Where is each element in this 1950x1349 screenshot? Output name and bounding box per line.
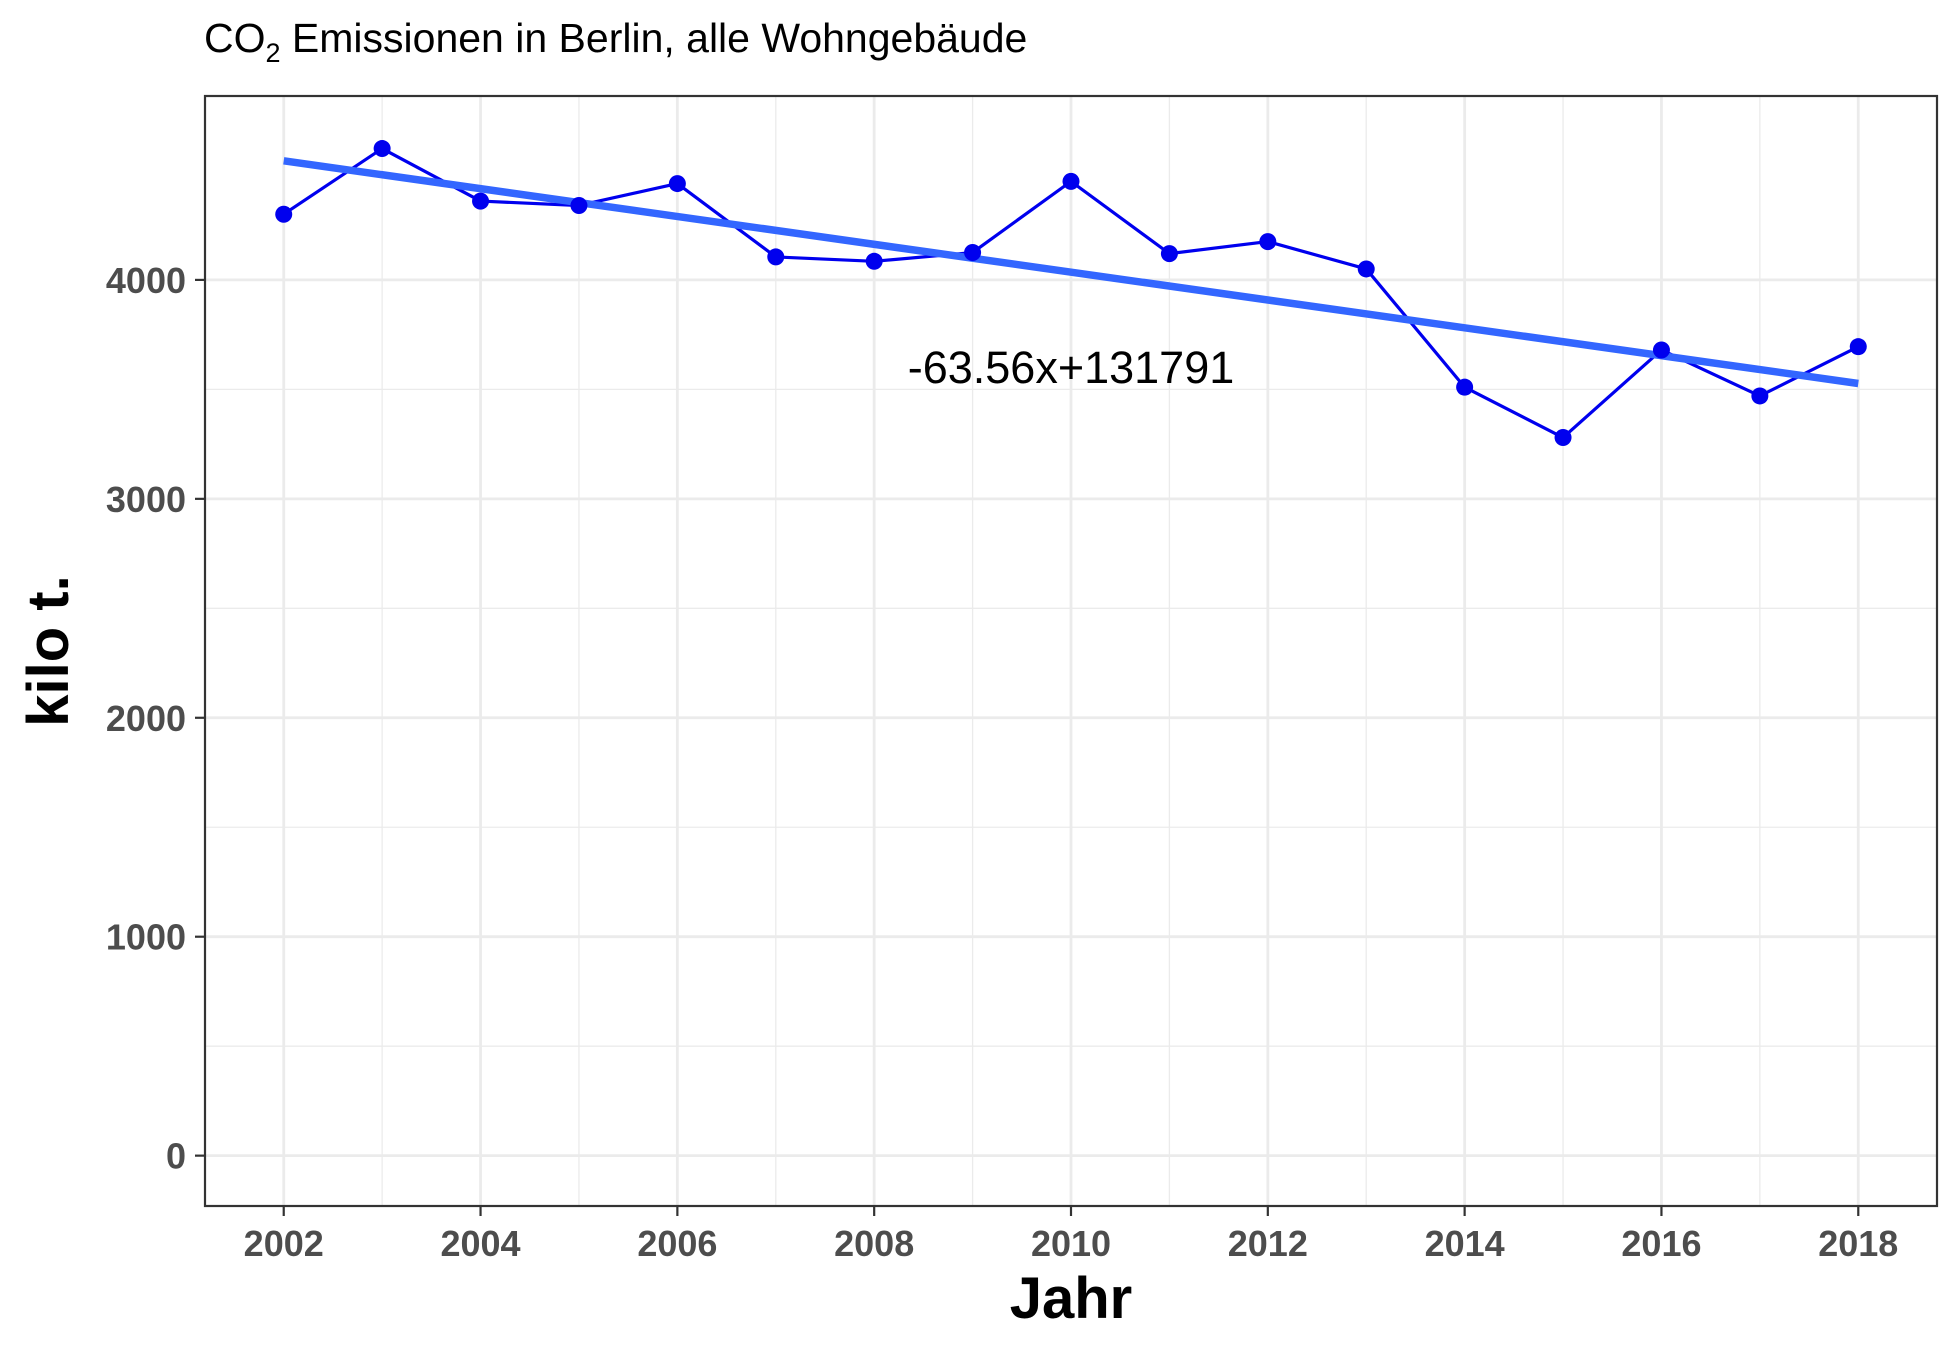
data-point [767,248,785,266]
y-tick-label: 1000 [106,917,186,958]
data-point [1849,338,1867,356]
chart-title: CO2 Emissionen in Berlin, alle Wohngebäu… [204,15,1027,68]
grid-major [205,96,1937,1206]
data-point [1652,341,1670,359]
points-layer [275,140,1867,447]
chart-title-subscript: 2 [266,38,281,68]
data-point [472,192,490,210]
data-point [1554,429,1572,447]
data-point [964,244,982,262]
x-tick-label: 2002 [244,1223,324,1264]
x-tick-label: 2006 [637,1223,717,1264]
trendline-equation-label: -63.56x+131791 [908,342,1235,393]
x-tick-label: 2010 [1031,1223,1111,1264]
y-tick-label: 2000 [106,698,186,739]
x-axis-ticks: 2002 2004 2006 2008 2010 2012 2014 2016 2018 [244,1206,1898,1264]
x-tick-label: 2016 [1621,1223,1701,1264]
y-tick-label: 4000 [106,260,186,301]
y-tick-label: 0 [166,1136,186,1177]
data-point [1357,260,1375,278]
data-point [668,175,686,193]
y-axis-title: kilo t. [16,575,81,726]
data-point [1062,172,1080,190]
data-point [1160,245,1178,263]
trendline [283,157,1859,388]
data-point [1751,387,1769,405]
x-tick-label: 2004 [440,1223,520,1264]
data-point [373,140,391,158]
data-point [570,196,588,214]
data-point [865,252,883,270]
x-tick-label: 2014 [1425,1223,1505,1264]
data-point [275,205,293,223]
x-tick-label: 2018 [1818,1223,1898,1264]
data-point [1259,233,1277,251]
x-tick-label: 2008 [834,1223,914,1264]
chart-title-rest: Emissionen in Berlin, alle Wohngebäude [281,15,1028,61]
data-point [1456,378,1474,396]
y-axis-ticks: 0 1000 2000 3000 4000 [106,260,205,1177]
y-tick-label: 3000 [106,479,186,520]
chart-title-prefix: CO [204,15,266,61]
x-axis-title: Jahr [1010,1266,1133,1331]
trendline-layer [283,157,1859,388]
x-tick-label: 2012 [1228,1223,1308,1264]
